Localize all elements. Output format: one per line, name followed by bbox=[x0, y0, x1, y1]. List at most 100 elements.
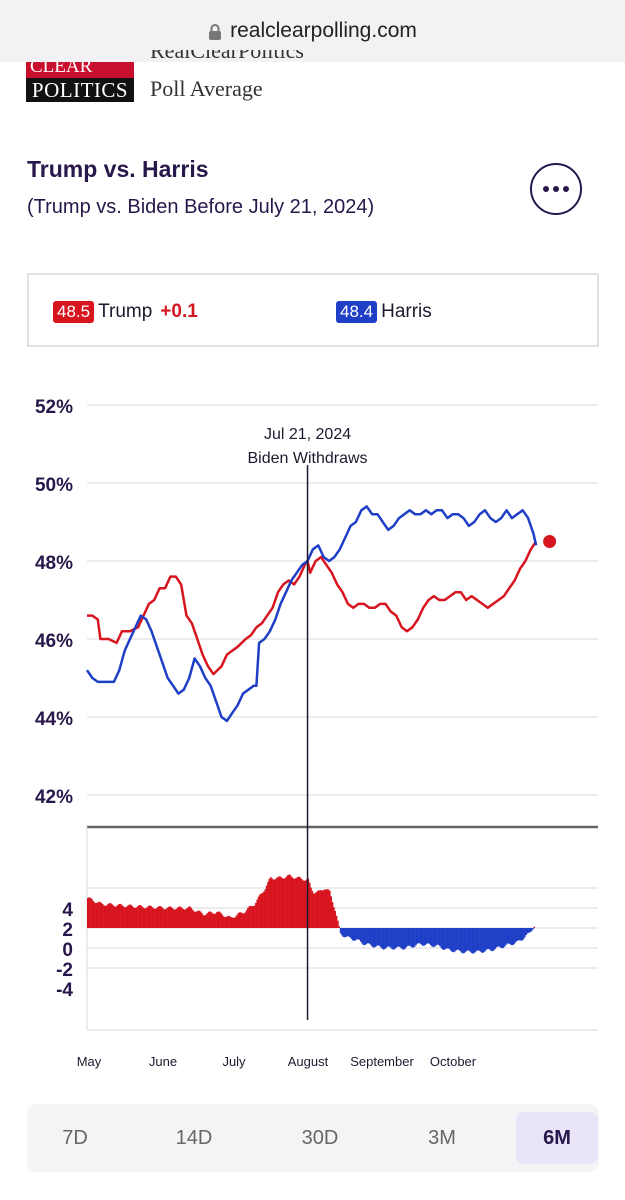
spread-bar bbox=[416, 928, 419, 944]
spread-bar bbox=[185, 909, 187, 928]
spread-bar bbox=[119, 903, 121, 928]
spread-bar bbox=[475, 928, 478, 952]
spread-bar bbox=[401, 928, 404, 950]
range-6m-button[interactable]: 6M bbox=[516, 1112, 598, 1164]
y-tick-label: 42% bbox=[35, 787, 73, 808]
spread-bar bbox=[364, 928, 366, 946]
spread-bar bbox=[398, 928, 401, 947]
spread-bar bbox=[354, 928, 357, 941]
spread-bar bbox=[263, 891, 265, 928]
spread-bar bbox=[190, 907, 193, 928]
spread-bar bbox=[514, 928, 517, 943]
spread-bar bbox=[111, 904, 113, 928]
spread-bar bbox=[271, 878, 273, 928]
harris-value-badge: 48.4 bbox=[336, 301, 378, 323]
spread-bar bbox=[208, 911, 210, 928]
spread-bar bbox=[471, 928, 474, 954]
spread-bar bbox=[359, 928, 362, 942]
poll-chart[interactable]: 52% 50% 48% 46% 44% 42% 420-2-4 Jul 21, 2024 Bid… bbox=[0, 370, 625, 1080]
spread-bar bbox=[296, 877, 299, 928]
spread-bar bbox=[268, 878, 271, 928]
spread-bar bbox=[240, 912, 242, 928]
spread-bar bbox=[372, 928, 374, 948]
range-7d-button[interactable]: 7D bbox=[62, 1126, 88, 1149]
spread-bar bbox=[490, 928, 493, 951]
spread-bar bbox=[446, 928, 448, 949]
spread-bar bbox=[284, 877, 287, 928]
spread-bar bbox=[229, 916, 232, 928]
spread-bar bbox=[124, 907, 127, 928]
browser-url-bar[interactable]: realclearpolling.com bbox=[0, 0, 625, 62]
spread-bar bbox=[323, 889, 326, 928]
spread-bar bbox=[298, 876, 300, 928]
spread-bar bbox=[400, 928, 402, 949]
spread-bar bbox=[104, 905, 107, 928]
spread-bar bbox=[335, 915, 338, 928]
spread-bar bbox=[458, 928, 460, 950]
range-30d-button[interactable]: 30D bbox=[301, 1126, 339, 1149]
spread-bar bbox=[357, 928, 359, 940]
trump-series-line bbox=[87, 540, 538, 676]
spread-bar bbox=[264, 889, 267, 928]
spread-bar bbox=[217, 911, 220, 928]
spread-bar bbox=[503, 928, 506, 947]
spread-bar bbox=[522, 928, 525, 940]
spread-bar bbox=[470, 928, 472, 953]
spread-bar bbox=[234, 916, 237, 928]
more-options-button[interactable] bbox=[530, 163, 582, 215]
chart-legend: 48.5 Trump +0.1 48.4 Harris bbox=[27, 273, 599, 347]
spread-bar bbox=[123, 907, 125, 928]
logo-bottom-text: POLITICS bbox=[26, 78, 134, 102]
spread-bar bbox=[374, 928, 377, 947]
lock-icon bbox=[209, 24, 222, 40]
spread-bar bbox=[273, 879, 276, 928]
spread-bar bbox=[195, 911, 198, 928]
x-tick-label: September bbox=[350, 1054, 414, 1069]
spread-bar bbox=[390, 928, 393, 949]
spread-bar bbox=[144, 908, 147, 928]
spread-bar bbox=[429, 928, 432, 946]
range-3m-button[interactable]: 3M bbox=[428, 1126, 456, 1149]
spread-bar bbox=[230, 917, 233, 928]
spread-bar bbox=[423, 928, 425, 946]
spread-bar bbox=[169, 906, 171, 928]
spread-bar bbox=[159, 906, 162, 928]
spread-bar bbox=[424, 928, 427, 945]
spread-bar bbox=[316, 890, 319, 928]
spread-bar bbox=[396, 928, 398, 947]
brand-name: RealClearPolitics bbox=[150, 50, 304, 63]
spread-bar bbox=[452, 928, 455, 953]
rcp-logo[interactable]: CLEAR POLITICS bbox=[26, 62, 134, 102]
spread-bar bbox=[251, 906, 253, 928]
spread-bar bbox=[349, 928, 351, 938]
spread-bar bbox=[136, 906, 139, 928]
spread-bar bbox=[216, 912, 218, 928]
spread-bar bbox=[330, 896, 332, 928]
spread-bar bbox=[307, 878, 310, 928]
spread-bar bbox=[528, 928, 530, 933]
spread-bar bbox=[125, 906, 128, 928]
spread-bar bbox=[189, 906, 191, 928]
spread-bar bbox=[420, 928, 423, 945]
legend-trump: 48.5 Trump +0.1 bbox=[53, 301, 198, 323]
spread-bar bbox=[333, 907, 335, 928]
y-tick-label: 46% bbox=[35, 631, 73, 652]
spread-bar bbox=[442, 928, 444, 950]
spread-bar bbox=[318, 890, 320, 928]
spread-bar bbox=[342, 928, 345, 937]
spread-bar bbox=[116, 905, 119, 928]
spread-bar bbox=[408, 928, 410, 946]
spread-bar bbox=[135, 907, 138, 928]
spread-bar bbox=[140, 905, 143, 928]
spread-bar bbox=[281, 878, 284, 928]
spread-bar bbox=[276, 877, 279, 928]
spread-bar bbox=[302, 880, 304, 928]
spread-bar bbox=[506, 928, 509, 944]
spread-bar bbox=[439, 928, 441, 947]
spread-bar bbox=[456, 928, 459, 950]
spread-bar bbox=[464, 928, 467, 952]
range-14d-button[interactable]: 14D bbox=[175, 1126, 213, 1149]
spread-bar bbox=[107, 904, 109, 928]
spread-bar bbox=[294, 878, 296, 928]
spread-bar bbox=[437, 928, 440, 946]
